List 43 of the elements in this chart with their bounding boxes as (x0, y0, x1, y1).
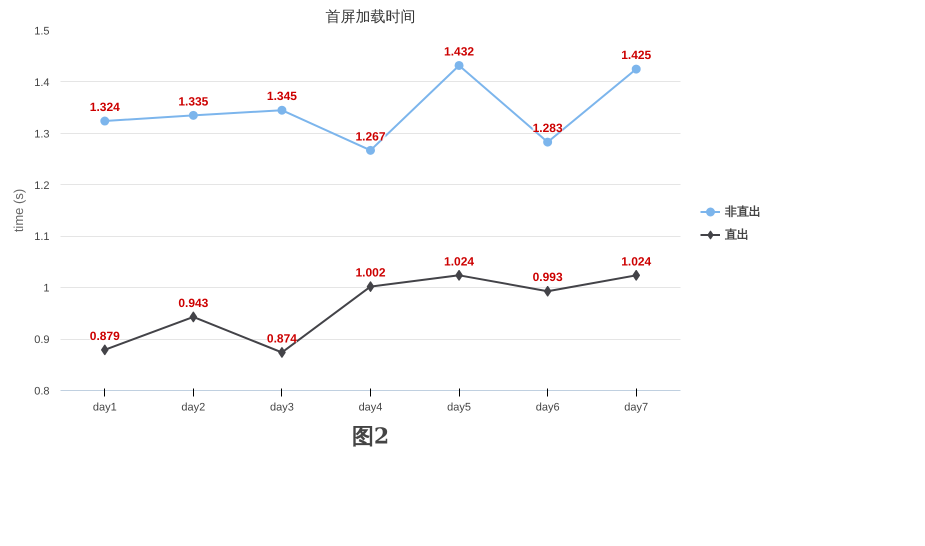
data-label: 0.879 (90, 328, 120, 343)
y-tick-label: 1.4 (34, 76, 50, 89)
y-axis-title: time (s) (11, 188, 26, 232)
x-tick-label: day6 (536, 402, 560, 414)
point (100, 116, 110, 126)
data-label: 0.943 (178, 296, 209, 310)
x-tick-label: day3 (270, 402, 294, 414)
data-label: 1.024 (444, 254, 474, 268)
data-label: 1.283 (532, 121, 563, 136)
x-tick-label: day2 (181, 402, 206, 414)
y-tick-label: 1.5 (34, 26, 50, 38)
legend-label: 直出 (725, 226, 749, 243)
y-tick-label: 0.8 (34, 386, 50, 398)
data-label: 1.002 (355, 266, 386, 280)
data-label: 1.432 (444, 44, 474, 58)
x-tick-label: day5 (447, 402, 472, 414)
data-label: 1.335 (178, 94, 209, 108)
point (543, 138, 552, 147)
data-label: 1.345 (266, 89, 298, 104)
point (277, 106, 286, 115)
point (632, 270, 640, 281)
point (188, 110, 198, 120)
chart-title: 首屏加载时间 (326, 8, 416, 26)
y-tick-label: 1 (43, 282, 50, 295)
data-label: 1.324 (90, 100, 120, 114)
y-tick-label: 1.2 (34, 180, 50, 192)
legend-label: 非直出 (725, 203, 761, 220)
point (366, 146, 375, 155)
x-tick-label: day7 (624, 402, 648, 414)
x-tick-label: day1 (92, 402, 117, 414)
point (632, 64, 641, 74)
data-label: 0.993 (532, 270, 563, 284)
caption: 图2 (352, 424, 390, 450)
y-tick-label: 1.1 (34, 231, 50, 244)
data-label: 1.425 (621, 48, 652, 62)
data-label: 1.267 (355, 129, 386, 144)
y-tick-label: 0.9 (34, 334, 50, 346)
y-tick-label: 1.3 (34, 128, 50, 140)
x-tick-label: day4 (358, 402, 382, 414)
point (100, 344, 109, 356)
point (454, 60, 464, 70)
data-label: 1.024 (621, 254, 652, 268)
data-label: 0.874 (266, 331, 298, 346)
